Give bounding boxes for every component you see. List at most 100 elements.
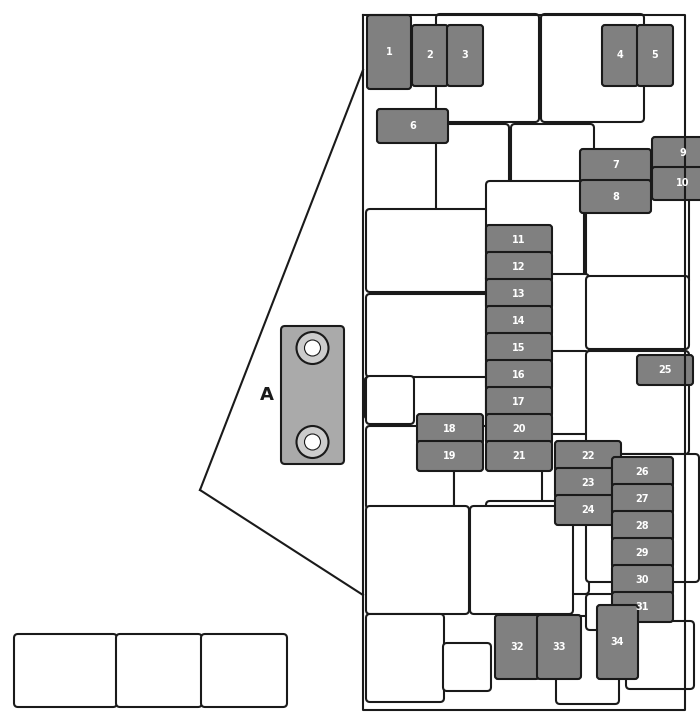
FancyBboxPatch shape	[436, 14, 539, 122]
FancyBboxPatch shape	[417, 414, 483, 444]
FancyBboxPatch shape	[486, 274, 589, 357]
FancyBboxPatch shape	[555, 468, 621, 498]
FancyBboxPatch shape	[486, 279, 552, 309]
FancyBboxPatch shape	[366, 506, 469, 614]
Text: 10: 10	[676, 178, 690, 189]
Text: 34: 34	[610, 637, 624, 647]
FancyBboxPatch shape	[412, 25, 448, 86]
FancyBboxPatch shape	[447, 25, 483, 86]
FancyBboxPatch shape	[626, 621, 694, 689]
FancyBboxPatch shape	[366, 376, 414, 424]
Text: 33: 33	[552, 642, 566, 652]
Text: 12: 12	[512, 262, 526, 272]
Text: 17: 17	[512, 397, 526, 407]
FancyBboxPatch shape	[486, 225, 552, 255]
FancyBboxPatch shape	[486, 360, 552, 390]
Text: 4: 4	[617, 50, 624, 60]
FancyBboxPatch shape	[443, 643, 491, 691]
Text: 21: 21	[512, 451, 526, 461]
Text: 20: 20	[512, 424, 526, 434]
FancyBboxPatch shape	[366, 294, 489, 377]
Circle shape	[304, 340, 321, 356]
FancyBboxPatch shape	[367, 15, 411, 89]
Text: 24: 24	[581, 505, 595, 515]
FancyBboxPatch shape	[652, 167, 700, 200]
FancyBboxPatch shape	[537, 615, 581, 679]
Text: 15: 15	[512, 343, 526, 353]
FancyBboxPatch shape	[586, 594, 634, 630]
FancyBboxPatch shape	[612, 592, 673, 622]
Text: 19: 19	[443, 451, 456, 461]
Text: 32: 32	[510, 642, 524, 652]
Polygon shape	[200, 70, 363, 595]
Text: 31: 31	[636, 602, 650, 612]
FancyBboxPatch shape	[541, 14, 644, 122]
FancyBboxPatch shape	[470, 506, 573, 614]
Text: 2: 2	[426, 50, 433, 60]
FancyBboxPatch shape	[366, 614, 444, 702]
Text: 27: 27	[636, 494, 650, 504]
Text: 23: 23	[581, 478, 595, 488]
Text: 28: 28	[636, 521, 650, 531]
FancyBboxPatch shape	[637, 25, 673, 86]
FancyBboxPatch shape	[454, 426, 542, 509]
FancyBboxPatch shape	[366, 209, 489, 292]
FancyBboxPatch shape	[612, 484, 673, 514]
FancyBboxPatch shape	[602, 25, 638, 86]
Text: 18: 18	[443, 424, 457, 434]
Text: 6: 6	[409, 121, 416, 131]
FancyBboxPatch shape	[586, 181, 689, 284]
Text: 3: 3	[461, 50, 468, 60]
FancyBboxPatch shape	[486, 252, 552, 282]
FancyBboxPatch shape	[486, 441, 552, 471]
FancyBboxPatch shape	[555, 495, 621, 525]
Text: 9: 9	[679, 149, 686, 159]
FancyBboxPatch shape	[486, 351, 589, 434]
FancyBboxPatch shape	[486, 387, 552, 417]
FancyBboxPatch shape	[612, 511, 673, 541]
FancyBboxPatch shape	[580, 180, 651, 213]
FancyBboxPatch shape	[365, 377, 413, 419]
Text: 5: 5	[652, 50, 659, 60]
Circle shape	[297, 332, 328, 364]
FancyBboxPatch shape	[486, 333, 552, 363]
FancyBboxPatch shape	[612, 565, 673, 595]
Text: 1: 1	[386, 47, 393, 57]
FancyBboxPatch shape	[377, 109, 448, 143]
FancyBboxPatch shape	[586, 276, 689, 349]
Text: 13: 13	[512, 289, 526, 299]
FancyBboxPatch shape	[366, 426, 454, 509]
FancyBboxPatch shape	[486, 501, 589, 594]
FancyBboxPatch shape	[556, 616, 619, 704]
FancyBboxPatch shape	[417, 441, 483, 471]
Text: 11: 11	[512, 235, 526, 245]
Text: 8: 8	[612, 191, 619, 202]
FancyBboxPatch shape	[486, 306, 552, 336]
Circle shape	[297, 426, 328, 458]
FancyBboxPatch shape	[486, 181, 584, 284]
FancyBboxPatch shape	[612, 457, 673, 487]
FancyBboxPatch shape	[486, 414, 552, 444]
FancyBboxPatch shape	[116, 634, 202, 707]
Text: 29: 29	[636, 548, 650, 558]
FancyBboxPatch shape	[281, 326, 344, 464]
FancyBboxPatch shape	[597, 605, 638, 679]
FancyBboxPatch shape	[652, 137, 700, 170]
FancyBboxPatch shape	[201, 634, 287, 707]
Text: 25: 25	[658, 365, 672, 375]
FancyBboxPatch shape	[511, 124, 594, 217]
Circle shape	[304, 434, 321, 450]
FancyBboxPatch shape	[612, 538, 673, 568]
FancyBboxPatch shape	[586, 454, 699, 582]
FancyBboxPatch shape	[637, 355, 693, 385]
Text: 16: 16	[512, 370, 526, 380]
FancyBboxPatch shape	[555, 441, 621, 471]
Text: 30: 30	[636, 575, 650, 585]
Text: 26: 26	[636, 467, 650, 477]
FancyBboxPatch shape	[580, 149, 651, 182]
Text: 22: 22	[581, 451, 595, 461]
FancyBboxPatch shape	[495, 615, 539, 679]
FancyBboxPatch shape	[436, 124, 509, 217]
FancyBboxPatch shape	[14, 634, 117, 707]
FancyBboxPatch shape	[586, 351, 689, 454]
